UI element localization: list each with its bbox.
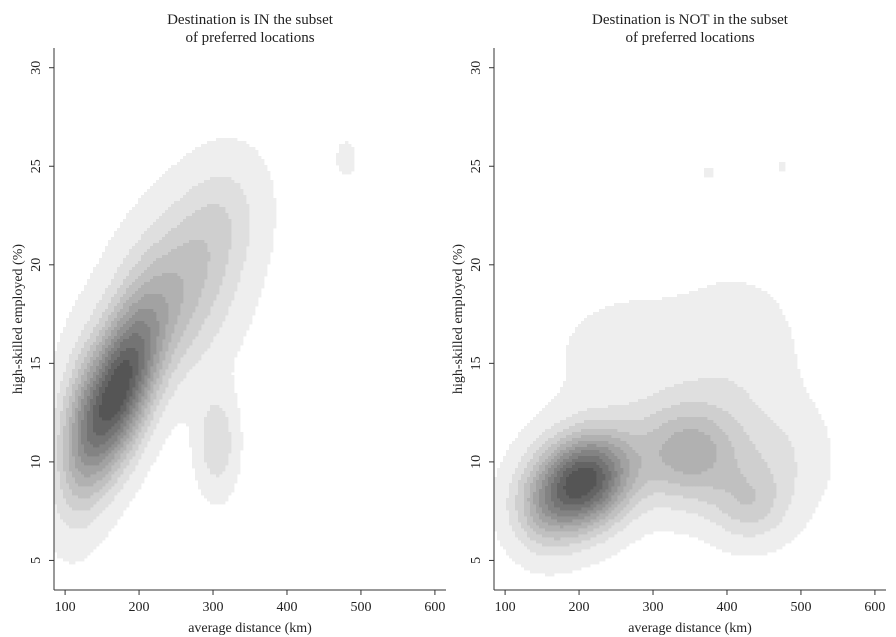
x-tick-label: 400 <box>276 600 297 615</box>
y-tick-label: 15 <box>469 356 484 370</box>
density-band-8 <box>81 321 151 457</box>
panel-left-title-line-2: of preferred locations <box>185 30 314 46</box>
x-tick-label: 200 <box>129 600 150 615</box>
y-tick-label: 30 <box>29 61 44 75</box>
y-tick-label: 25 <box>469 159 484 173</box>
x-tick-label: 100 <box>495 600 516 615</box>
density-band-4 <box>524 417 756 541</box>
density-band-5 <box>69 273 184 487</box>
x-tick-label: 500 <box>790 600 811 615</box>
density-band-9 <box>87 333 145 448</box>
y-tick-label: 25 <box>29 159 44 173</box>
panel-right-plot-area <box>494 162 831 577</box>
panel-left-title-line-1: Destination is IN the subset <box>167 12 334 28</box>
x-tick-label: 100 <box>55 600 76 615</box>
panel-right-title-line-2: of preferred locations <box>625 30 754 46</box>
y-tick-label: 20 <box>29 258 44 272</box>
density-band-3 <box>515 402 777 547</box>
density-band-2 <box>54 177 250 529</box>
density-band-10 <box>557 462 606 505</box>
panel-right-y-axis-label: high-skilled employed (%) <box>451 244 466 394</box>
y-tick-label: 5 <box>29 557 44 564</box>
density-band-4 <box>63 240 211 499</box>
density-band-7 <box>539 444 624 523</box>
density-band-11 <box>99 360 133 421</box>
panel-right-title-line-1: Destination is NOT in the subset <box>592 12 789 28</box>
density-band-3 <box>57 204 232 511</box>
density-band-7 <box>78 309 160 466</box>
density-band-6 <box>72 294 169 478</box>
panel-right: Destination is NOT in the subset of pref… <box>451 12 886 636</box>
density-band-2 <box>506 378 798 556</box>
density-band-11 <box>563 468 597 499</box>
x-tick-label: 600 <box>424 600 445 615</box>
panel-left-y-axis-label: high-skilled employed (%) <box>11 244 26 394</box>
x-tick-label: 600 <box>864 600 885 615</box>
y-tick-label: 30 <box>469 61 484 75</box>
x-tick-label: 300 <box>203 600 224 615</box>
x-tick-label: 300 <box>643 600 664 615</box>
y-tick-label: 5 <box>469 557 484 564</box>
x-tick-label: 200 <box>569 600 590 615</box>
panel-left-ticks: 100 200 300 400 500 600 5 10 15 20 25 30 <box>29 61 445 615</box>
y-tick-label: 10 <box>29 455 44 469</box>
panel-left-x-axis-label: average distance (km) <box>188 621 312 636</box>
y-tick-label: 15 <box>29 356 44 370</box>
y-tick-label: 10 <box>469 455 484 469</box>
density-band-6 <box>533 441 630 529</box>
density-band-8 <box>545 450 618 517</box>
density-band-1 <box>54 138 355 565</box>
panel-right-ticks: 100 200 300 400 500 600 5 10 15 20 25 30 <box>469 61 885 615</box>
x-tick-label: 500 <box>350 600 371 615</box>
x-tick-label: 400 <box>716 600 737 615</box>
density-band-10 <box>93 348 139 436</box>
panel-right-x-axis-label: average distance (km) <box>628 621 752 636</box>
density-band-1 <box>494 162 831 577</box>
density-band-5 <box>527 429 717 532</box>
panel-left-plot-area <box>54 138 355 565</box>
y-tick-label: 20 <box>469 258 484 272</box>
density-band-9 <box>551 456 612 511</box>
panel-left: Destination is IN the subset of preferre… <box>11 12 446 636</box>
